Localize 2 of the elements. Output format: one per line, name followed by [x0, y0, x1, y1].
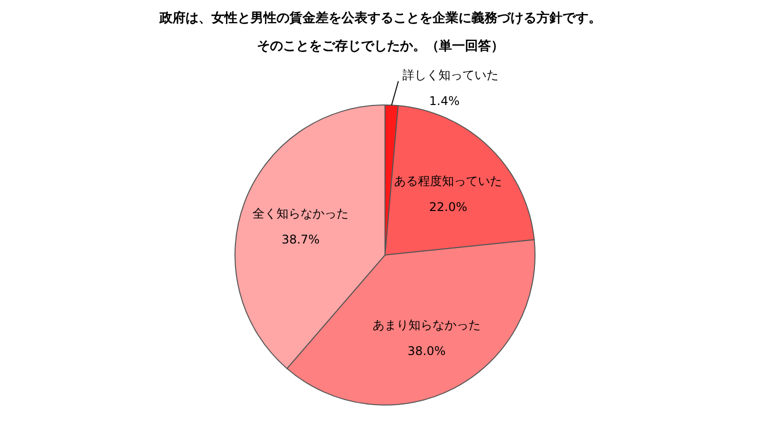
title: 政府は、女性と男性の賃金差を公表することを企業に義務づける方針です。: [160, 11, 602, 26]
subtitle: そのことをご存じでしたか。（単一回答）: [257, 39, 504, 54]
